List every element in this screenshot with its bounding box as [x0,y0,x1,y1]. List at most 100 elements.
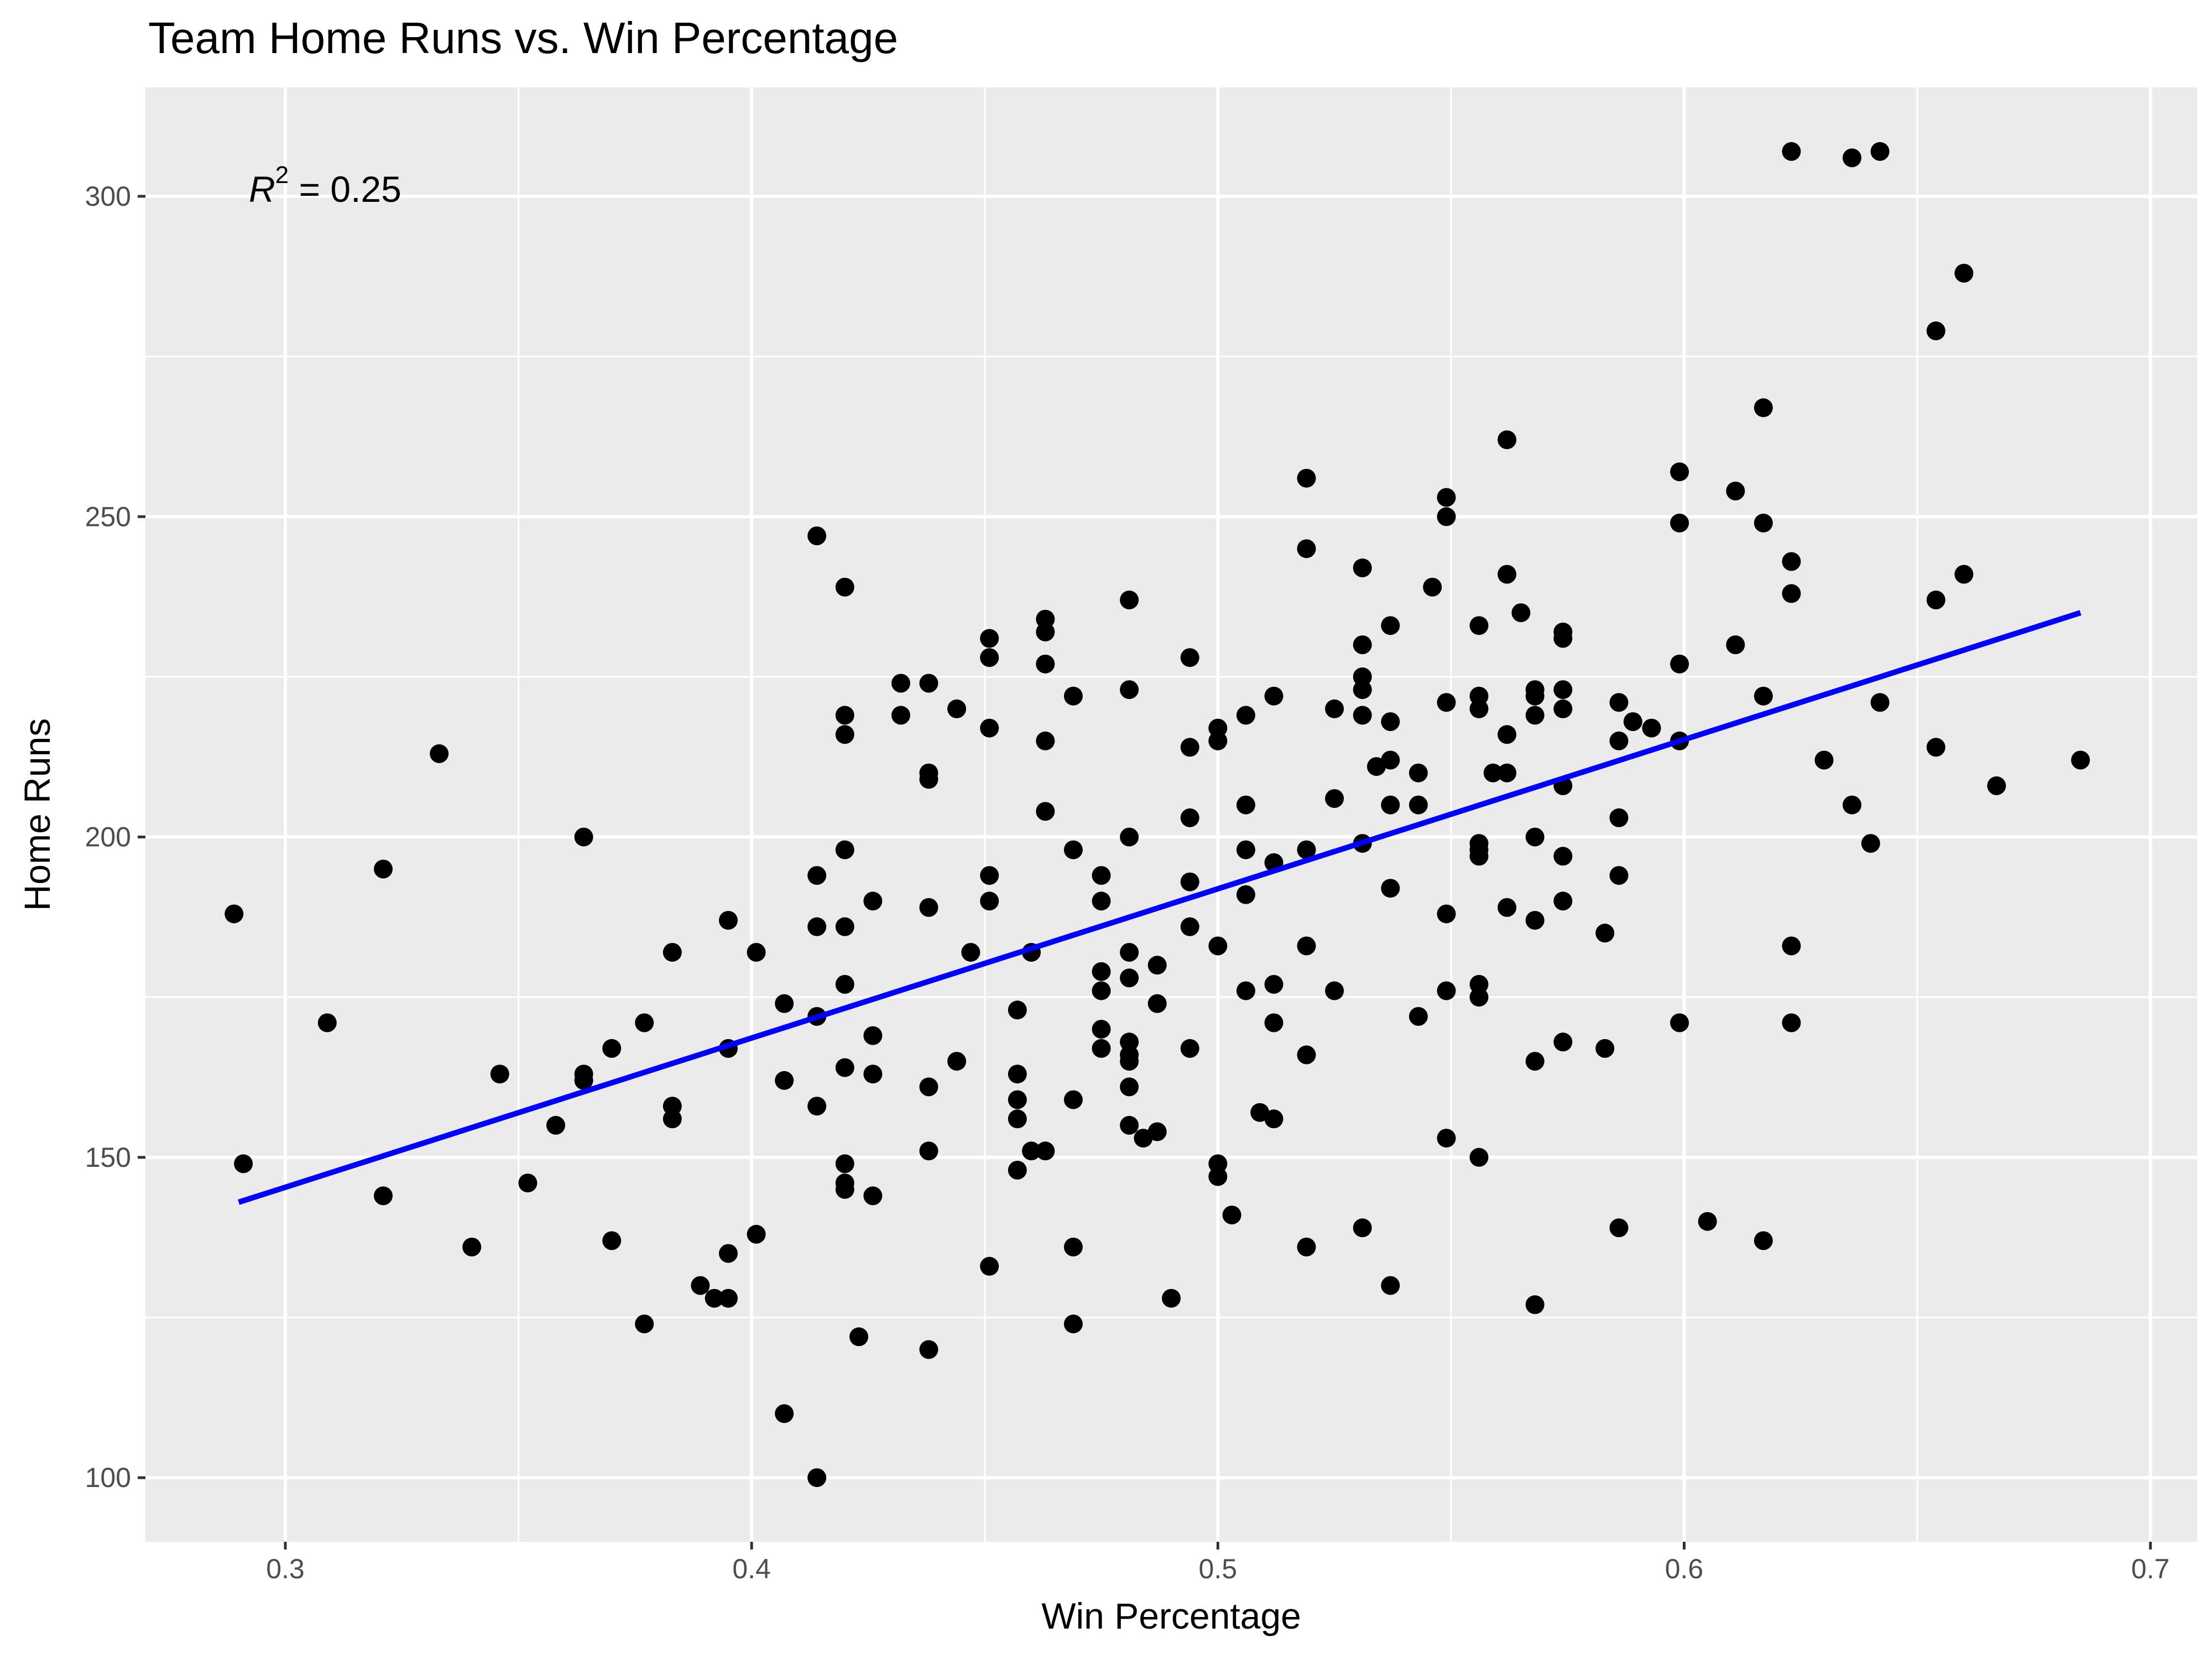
data-point [807,1097,827,1116]
data-point [1861,834,1880,853]
data-point [919,770,938,789]
data-point [1120,1115,1139,1135]
data-point [1180,1039,1199,1058]
data-point [919,898,938,917]
data-point [705,1288,724,1308]
data-point [1092,981,1111,1000]
data-point [1236,885,1255,904]
data-point [1381,1276,1400,1295]
data-point [1092,1020,1111,1039]
data-point [546,1115,565,1135]
data-point [2071,750,2090,770]
data-point [1525,827,1545,847]
data-point [1437,1129,1456,1148]
data-point [835,917,854,936]
data-point [1609,693,1629,712]
data-point [1670,513,1689,533]
data-point [1236,981,1255,1000]
data-point [1353,635,1372,654]
data-point [835,975,854,994]
x-tick-label: 0.4 [732,1553,771,1584]
data-point [1325,699,1344,718]
data-point [1553,680,1573,700]
data-point [835,725,854,744]
r-squared-annotation: R2 = 0.25 [249,161,401,210]
x-axis-title: Win Percentage [1041,1595,1301,1636]
data-point [891,674,910,693]
data-point [1525,686,1545,706]
data-point [1092,891,1111,911]
data-point [1353,1218,1372,1238]
data-point [1353,558,1372,577]
data-point [1353,680,1372,700]
data-point [1437,981,1456,1000]
data-point [1297,1238,1316,1256]
data-point [1525,911,1545,930]
data-point [919,674,938,693]
data-point [1870,142,1890,161]
data-points [225,142,2090,1488]
grid-lines [145,87,2197,1542]
data-point [574,1071,593,1090]
data-point [1036,1141,1055,1161]
data-point [1498,565,1517,584]
data-point [691,1276,710,1295]
data-point [1063,1238,1083,1256]
data-point [719,911,738,930]
data-point [1008,1161,1027,1180]
data-point [1595,1039,1615,1058]
data-point [1008,1065,1027,1084]
data-point [374,859,393,879]
plot-panel [145,87,2197,1542]
data-point [807,526,827,545]
data-point [891,706,910,725]
data-point [1754,513,1773,533]
y-tick-label: 300 [85,181,131,212]
data-point [1264,686,1284,706]
data-point [1250,1103,1270,1122]
data-point [1926,590,1945,609]
data-point [947,1052,967,1071]
data-point [1553,699,1573,718]
data-point [1498,725,1517,744]
data-point [1381,712,1400,731]
data-point [1120,1077,1139,1097]
data-point [662,943,682,962]
data-point [1147,1122,1167,1141]
data-point [1264,1109,1284,1129]
regression-line [238,610,2081,1205]
data-point [234,1154,253,1173]
data-point [835,577,854,597]
data-point [1147,994,1167,1013]
data-point [980,718,999,738]
data-point [1926,321,1945,341]
data-point [775,1071,794,1090]
data-point [1008,1000,1027,1020]
x-tick-label: 0.6 [1665,1553,1704,1584]
data-point [1483,763,1503,782]
data-point [1325,789,1344,808]
data-point [1236,795,1255,815]
data-point [1120,590,1139,609]
data-point [1609,808,1629,827]
data-point [635,1013,654,1032]
data-point [1180,872,1199,891]
data-point [1120,827,1139,847]
data-point [1180,648,1199,667]
data-point [1297,936,1316,956]
data-point [1236,706,1255,725]
data-point [1670,654,1689,674]
data-point [1297,1045,1316,1065]
data-point [835,840,854,859]
data-point [225,904,244,924]
data-point [1987,776,2006,795]
data-point [1782,1013,1801,1032]
data-point [1180,917,1199,936]
data-point [1147,956,1167,975]
data-point [807,866,827,885]
data-point [1408,795,1428,815]
data-point [662,1109,682,1129]
data-point [1469,1147,1489,1167]
data-point [374,1186,393,1206]
data-point [1092,962,1111,981]
